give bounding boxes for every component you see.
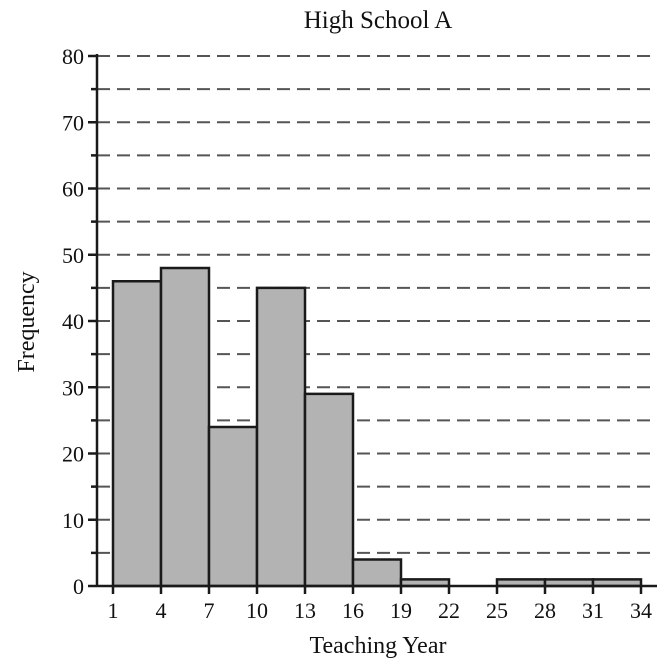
y-tick-label: 40 [62,309,84,334]
x-tick-label: 22 [438,598,460,623]
bar [207,425,259,588]
bar [255,286,307,588]
gridlines [97,55,657,554]
x-tick-label: 25 [486,598,508,623]
x-tick-label: 7 [204,598,215,623]
y-tick-label: 20 [62,442,84,467]
bar [111,280,163,588]
x-tick-label: 34 [630,598,652,623]
y-tick-labels: 0 10 20 30 40 50 60 70 80 [62,44,97,599]
bar [351,558,403,588]
x-tick-label: 4 [156,598,167,623]
y-tick-label: 80 [62,44,84,69]
y-tick-label: 50 [62,243,84,268]
y-tick-label: 70 [62,110,84,135]
x-axis-label: Teaching Year [310,633,447,659]
x-tick-label: 16 [342,598,364,623]
y-tick-label: 10 [62,508,84,533]
y-tick-label: 60 [62,177,84,202]
y-axis-label: Frequency [14,271,40,372]
bars [111,266,643,588]
x-tick-labels: 1 4 7 10 13 16 19 22 25 28 31 34 [108,586,652,623]
x-tick-label: 31 [582,598,604,623]
x-tick-label: 13 [294,598,316,623]
y-tick-label: 30 [62,375,84,400]
bar [303,392,355,588]
y-tick-label: 0 [73,574,84,599]
x-tick-label: 19 [390,598,412,623]
chart-title: High School A [304,7,453,34]
x-tick-label: 1 [108,598,119,623]
x-tick-label: 28 [534,598,556,623]
bar [159,266,211,588]
x-tick-label: 10 [246,598,268,623]
